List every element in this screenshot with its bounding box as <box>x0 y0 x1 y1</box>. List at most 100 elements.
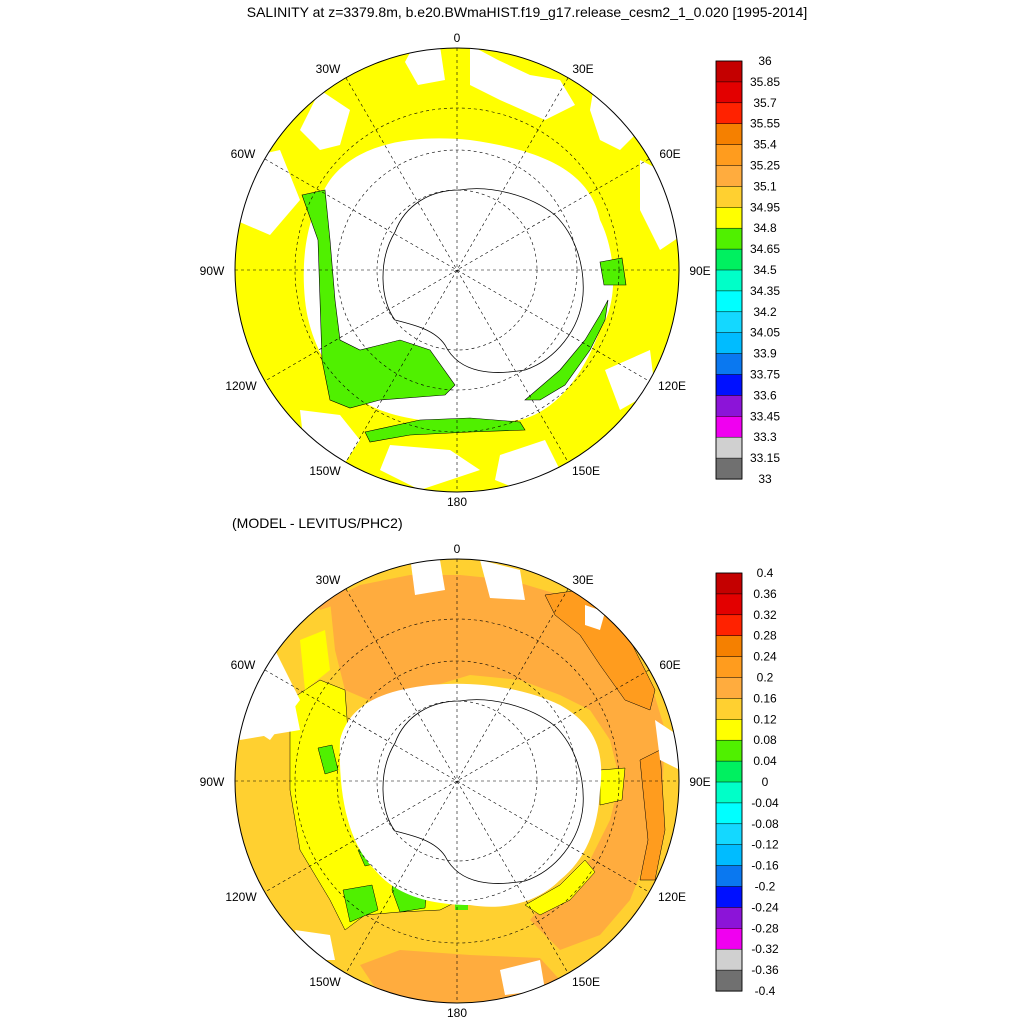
top-colorbar-swatch <box>715 269 743 292</box>
top-lon-label-30e: 30E <box>572 62 593 76</box>
top-map-field <box>235 48 679 492</box>
bottom-colorbar-swatch <box>715 719 743 741</box>
top-colorbar-swatch <box>715 436 743 459</box>
top-colorbar-swatch <box>715 416 743 438</box>
bottom-lon-label-120e: 120E <box>658 890 686 904</box>
bottom-lon-label-180: 180 <box>447 1006 467 1020</box>
bottom-colorbar: 0.4 0.36 0.32 0.28 0.24 0.2 0.16 0.12 0.08 0.04 0 -… <box>715 566 779 998</box>
top-colorbar-swatch <box>715 353 743 376</box>
bottom-lon-label-30e: 30E <box>572 573 593 587</box>
top-colorbar-swatch <box>715 290 743 313</box>
top-colorbar-label: 34.2 <box>753 305 777 319</box>
bottom-colorbar-label: -0.04 <box>751 796 779 810</box>
bottom-colorbar-swatch <box>715 572 743 595</box>
top-colorbar-label: 33.9 <box>753 347 777 361</box>
bottom-lon-label-90e: 90E <box>689 775 710 789</box>
bottom-colorbar-swatch <box>715 844 743 867</box>
top-colorbar: 36 35.85 35.7 35.55 35.4 35.25 35.1 34.95 34.8 34… <box>715 54 780 486</box>
bottom-colorbar-label: 0.2 <box>757 671 774 685</box>
bottom-colorbar-swatch <box>715 823 743 846</box>
top-colorbar-swatch <box>715 248 743 271</box>
top-map-boundary <box>234 47 680 493</box>
bottom-colorbar-swatch <box>715 739 743 762</box>
bottom-colorbar-label: -0.32 <box>751 942 779 956</box>
bottom-colorbar-swatch <box>715 656 743 679</box>
bottom-colorbar-swatch <box>715 698 743 720</box>
bottom-colorbar-label: 0.36 <box>753 587 777 601</box>
bottom-lon-labels: 0 30E 60E 90E 120E 150E 180 150W 120W 90… <box>200 542 711 1020</box>
bottom-colorbar-swatch <box>715 948 743 971</box>
top-lon-label-120e: 120E <box>658 379 686 393</box>
bottom-colorbar-swatch <box>715 969 743 992</box>
bottom-lon-label-90w: 90W <box>200 775 225 789</box>
top-colorbar-swatch <box>715 332 743 355</box>
top-map-graticule <box>235 48 679 492</box>
top-lon-label-150w: 150W <box>309 464 341 478</box>
bottom-colorbar-label: -0.12 <box>751 838 779 852</box>
top-colorbar-swatch <box>715 60 743 83</box>
bottom-lon-label-0: 0 <box>454 542 461 556</box>
top-lon-label-60e: 60E <box>659 147 680 161</box>
top-colorbar-label: 33.45 <box>750 409 780 423</box>
top-colorbar-label: 34.95 <box>750 200 780 214</box>
top-colorbar-label: 35.55 <box>750 117 780 131</box>
bottom-map-title: (MODEL - LEVITUS/PHC2) <box>232 515 403 531</box>
top-colorbar-label: 33.15 <box>750 451 780 465</box>
top-colorbar-label: 33.6 <box>753 388 777 402</box>
bottom-colorbar-swatch <box>715 614 743 637</box>
bottom-colorbar-swatch <box>715 593 743 616</box>
bottom-colorbar-swatch <box>715 781 743 804</box>
top-colorbar-label: 35.25 <box>750 159 780 173</box>
top-colorbar-swatch <box>715 144 743 167</box>
bottom-colorbar-swatch <box>715 635 743 658</box>
bottom-colorbar-label: -0.36 <box>751 963 779 977</box>
bottom-colorbar-label: 0.04 <box>753 754 777 768</box>
bottom-lon-label-150w: 150W <box>309 975 341 989</box>
bottom-colorbar-frame <box>715 572 743 992</box>
bottom-colorbar-label: -0.08 <box>751 817 779 831</box>
top-lon-label-90w: 90W <box>200 264 225 278</box>
top-colorbar-label: 36 <box>758 54 772 68</box>
bottom-colorbar-label: -0.2 <box>755 880 776 894</box>
bottom-colorbar-label: -0.28 <box>751 921 779 935</box>
top-map-panel: SALINITY at z=3379.8m, b.e20.BWmaHIST.f1… <box>200 4 808 509</box>
top-lon-labels: 0 30E 60E 90E 120E 150E 180 150W 120W 90… <box>200 31 711 509</box>
top-colorbar-frame <box>715 60 743 480</box>
top-colorbar-swatch <box>715 311 743 334</box>
bottom-colorbar-label: 0 <box>762 775 769 789</box>
top-colorbar-swatch <box>715 227 743 250</box>
top-colorbar-label: 34.8 <box>753 221 777 235</box>
top-colorbar-swatch <box>715 374 743 396</box>
bottom-map-boundary <box>234 558 680 1004</box>
bottom-lon-label-60e: 60E <box>659 658 680 672</box>
top-map-title: SALINITY at z=3379.8m, b.e20.BWmaHIST.f1… <box>247 4 807 20</box>
bottom-colorbar-swatch <box>715 907 743 929</box>
bottom-lon-label-150e: 150E <box>572 975 600 989</box>
bottom-lon-label-30w: 30W <box>316 573 341 587</box>
top-lon-label-60w: 60W <box>231 147 256 161</box>
top-colorbar-label: 33.3 <box>753 430 777 444</box>
bottom-colorbar-label: -0.4 <box>755 984 776 998</box>
top-lon-label-90e: 90E <box>689 264 710 278</box>
bottom-colorbar-swatch <box>715 928 743 950</box>
bottom-colorbar-label: -0.16 <box>751 859 779 873</box>
bottom-colorbar-label: 0.32 <box>753 608 777 622</box>
top-colorbar-swatch <box>715 207 743 229</box>
top-colorbar-swatch <box>715 102 743 125</box>
bottom-colorbar-label: 0.24 <box>753 650 777 664</box>
top-colorbar-label: 35.7 <box>753 96 777 110</box>
top-colorbar-swatch <box>715 81 743 104</box>
bottom-map-graticule <box>235 559 679 1003</box>
top-colorbar-swatch <box>715 186 743 208</box>
top-colorbar-label: 34.5 <box>753 263 777 277</box>
bottom-colorbar-label: -0.24 <box>751 900 779 914</box>
bottom-colorbar-swatch <box>715 802 743 825</box>
bottom-colorbar-label: 0.28 <box>753 629 777 643</box>
bottom-lon-label-60w: 60W <box>231 658 256 672</box>
top-colorbar-swatch <box>715 165 743 187</box>
bottom-colorbar-swatch <box>715 760 743 783</box>
top-colorbar-label: 34.35 <box>750 284 780 298</box>
top-colorbar-label: 34.65 <box>750 242 780 256</box>
top-lon-label-180: 180 <box>447 495 467 509</box>
bottom-colorbar-label: 0.08 <box>753 733 777 747</box>
